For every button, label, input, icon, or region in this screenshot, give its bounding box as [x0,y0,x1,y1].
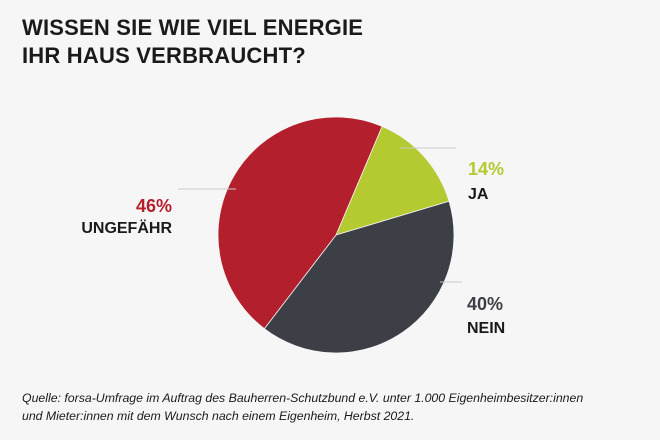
slice-category-label-ungefaehr: UNGEFÄHR [81,219,172,237]
pie-slices [217,116,455,354]
source-note: Quelle: forsa-Umfrage im Auftrag des Bau… [22,389,652,425]
chart-title-line-1: WISSEN SIE WIE VIEL ENERGIE [22,15,364,40]
source-line-1: Quelle: forsa-Umfrage im Auftrag des Bau… [22,391,584,405]
source-line-2: und Mieter:innen mit dem Wunsch nach ein… [22,409,415,423]
chart-title-line-2: IHR HAUS VERBRAUCHT? [22,43,306,68]
slice-category-label-nein: NEIN [467,320,505,337]
slice-category-label-ja: JA [468,186,489,203]
pie-slice-ungefaehr [217,116,383,330]
pie-slice-nein [263,200,455,354]
slice-value-label-ja: 14% [468,159,504,179]
leader-lines [178,147,462,283]
slice-value-label-nein: 40% [467,294,503,314]
chart-title: WISSEN SIE WIE VIEL ENERGIE IHR HAUS VER… [22,14,363,70]
slice-value-label-ungefaehr: 46% [136,196,172,216]
pie-slice-ja [335,125,450,236]
